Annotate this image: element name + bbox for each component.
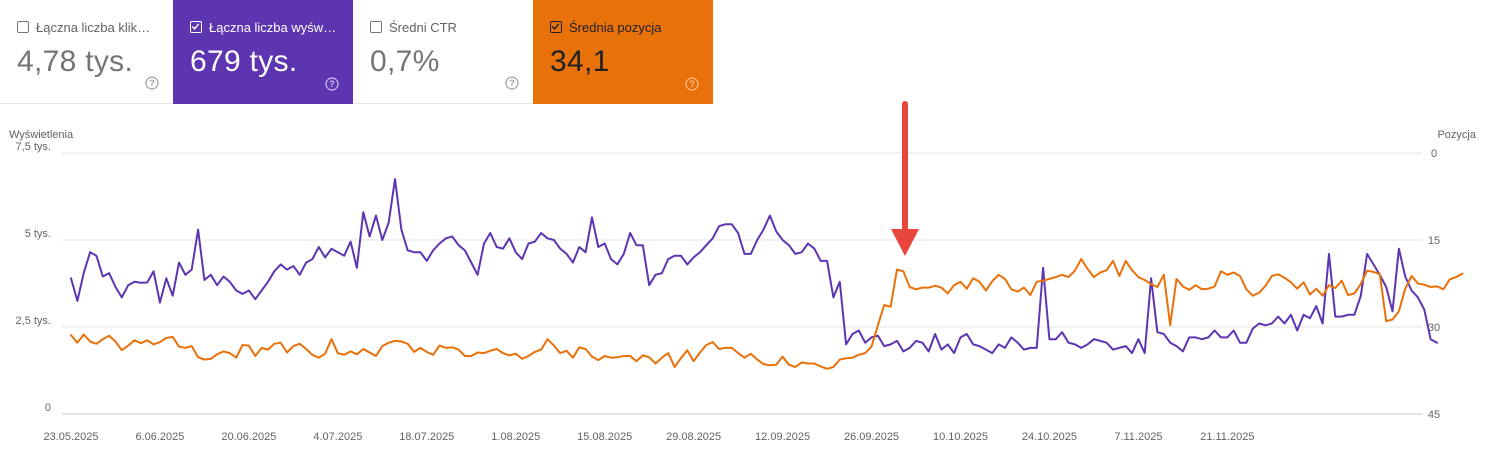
metric-card-impressions[interactable]: Łączna liczba wyświetleń 679 tys. ? [173,0,353,104]
x-tick-label: 20.06.2025 [221,431,276,443]
y-left-tick-label: 7,5 tys. [16,141,51,153]
metric-card-position[interactable]: Średnia pozycja 34,1 ? [533,0,713,104]
y-right-tick-label: 15 [1428,235,1440,247]
x-tick-label: 18.07.2025 [399,431,454,443]
checkbox-icon[interactable] [190,21,202,33]
metric-value-position: 34,1 [550,45,610,78]
y-left-tick-label: 0 [45,402,51,414]
x-tick-label: 10.10.2025 [933,431,988,443]
y-left-tick-label: 2,5 tys. [16,315,51,327]
svg-text:?: ? [509,78,515,88]
metric-value-impressions: 679 tys. [190,45,298,78]
x-tick-label: 12.09.2025 [755,431,810,443]
y-axis-left: 0 2,5 tys. 5 tys. 7,5 tys. [16,141,51,414]
x-tick-label: 1.08.2025 [491,431,540,443]
chart-grid [62,152,1422,415]
help-circle-icon[interactable]: ? [685,77,699,91]
y-right-tick-label: 0 [1431,148,1437,160]
x-tick-label: 15.08.2025 [577,431,632,443]
y-axis-right-title: Pozycja [1437,129,1476,141]
metric-card-header: Łączna liczba wyświetleń [190,18,337,36]
y-right-tick-label: 30 [1428,322,1440,334]
x-tick-label: 23.05.2025 [43,431,98,443]
x-tick-label: 7.11.2025 [1114,431,1162,443]
svg-text:?: ? [329,79,335,89]
svg-text:?: ? [149,78,155,88]
metric-card-header: Średni CTR [370,18,517,36]
metric-card-clicks[interactable]: Łączna liczba kliknięć 4,78 tys. ? [0,0,173,104]
y-left-tick-label: 5 tys. [25,228,51,240]
y-axis-right: 0 15 30 45 [1428,148,1440,421]
metric-value-clicks: 4,78 tys. [17,45,134,78]
x-axis: 23.05.2025 6.06.2025 20.06.2025 4.07.2025 18… [43,431,1254,443]
x-tick-label: 26.09.2025 [844,431,899,443]
y-right-tick-label: 45 [1428,409,1440,421]
series-line-position [70,258,1464,370]
metric-value-ctr: 0,7% [370,45,440,78]
help-circle-icon[interactable]: ? [325,77,339,91]
x-tick-label: 21.11.2025 [1200,431,1254,443]
x-tick-label: 29.08.2025 [666,431,721,443]
checkbox-icon[interactable] [370,21,382,33]
y-axis-left-title: Wyświetlenia [9,129,74,141]
checkbox-icon[interactable] [17,21,29,33]
x-tick-label: 6.06.2025 [135,431,184,443]
series-line-impressions [70,178,1438,355]
help-circle-icon[interactable]: ? [505,76,519,90]
metric-card-header: Łączna liczba kliknięć [17,18,157,36]
help-circle-icon[interactable]: ? [145,76,159,90]
metric-cards: Łączna liczba kliknięć 4,78 tys. ? Łączn… [0,0,1485,104]
x-tick-label: 24.10.2025 [1022,431,1077,443]
chart-series [70,178,1464,370]
metric-card-ctr[interactable]: Średni CTR 0,7% ? [353,0,533,104]
metric-card-header: Średnia pozycja [550,18,697,36]
svg-text:?: ? [689,79,695,89]
red-arrow-down-icon [891,101,919,256]
x-tick-label: 4.07.2025 [313,431,362,443]
checkbox-icon[interactable] [550,21,562,33]
